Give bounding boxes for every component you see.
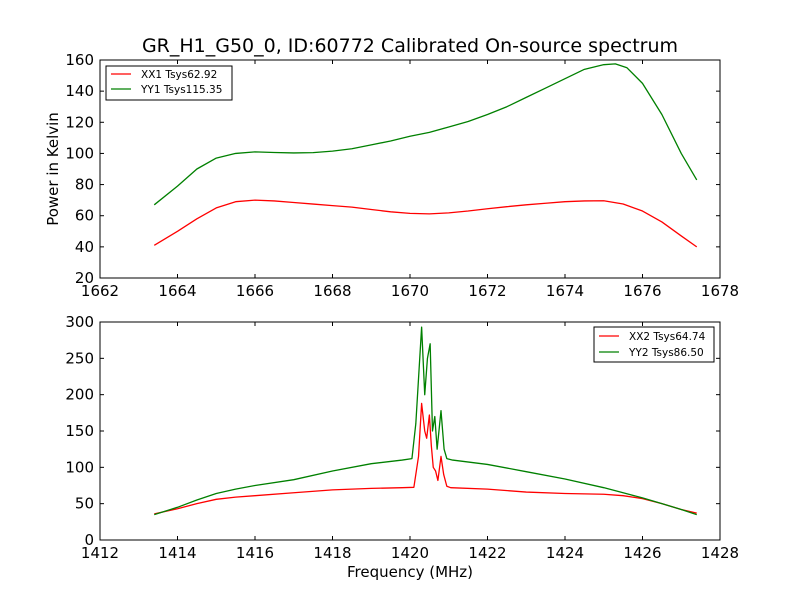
bottom-series-line-xx <box>154 402 697 515</box>
top-y-tick-label: 160 <box>65 51 94 69</box>
top-legend-label-xx1: XX1 Tsys62.92 <box>141 69 217 81</box>
top-y-tick-label: 100 <box>65 144 94 162</box>
bottom-legend: XX2 Tsys64.74 YY2 Tsys86.50 <box>593 326 715 363</box>
bottom-legend-box <box>593 326 715 363</box>
bottom-y-tick-label: 250 <box>65 349 94 367</box>
top-x-tick-label: 1666 <box>236 282 274 300</box>
figure-title: GR_H1_G50_0, ID:60772 Calibrated On-sour… <box>142 35 678 57</box>
bottom-x-tick-label: 1418 <box>313 544 351 562</box>
top-x-tick-label: 1678 <box>701 282 739 300</box>
bottom-y-tick-label: 0 <box>84 531 94 549</box>
top-x-tick-label: 1676 <box>623 282 661 300</box>
bottom-y-tick-label: 300 <box>65 313 94 331</box>
top-x-tick-label: 1674 <box>546 282 584 300</box>
bottom-x-tick-label: 1422 <box>468 544 506 562</box>
bottom-x-ticks: 1412 1414 1416 1418 1420 1422 1424 1426 1428 <box>81 322 739 562</box>
top-x-tick-label: 1668 <box>313 282 351 300</box>
top-y-ticks: 20 40 60 80 100 120 140 160 <box>65 51 720 287</box>
bottom-y-tick-label: 100 <box>65 458 94 476</box>
top-legend: XX1 Tsys62.92 YY1 Tsys115.35 <box>105 65 233 101</box>
top-series-group <box>153 63 698 248</box>
bottom-x-tick-label: 1412 <box>81 544 119 562</box>
top-series-line-yy <box>153 63 698 206</box>
top-panel: 1662 1664 1666 1668 1670 1672 1674 1676 1678 20 4… <box>44 51 739 300</box>
top-y-tick-label: 120 <box>65 113 94 131</box>
bottom-x-tick-label: 1426 <box>623 544 661 562</box>
bottom-series-line-yy <box>154 326 697 516</box>
bottom-x-tick-label: 1428 <box>701 544 739 562</box>
top-legend-box <box>105 65 233 101</box>
top-legend-label-yy1: YY1 Tsys115.35 <box>140 84 222 96</box>
bottom-legend-label-xx2: XX2 Tsys64.74 <box>629 331 706 343</box>
top-x-ticks: 1662 1664 1666 1668 1670 1672 1674 1676 1678 <box>81 60 739 300</box>
bottom-x-tick-label: 1420 <box>391 544 429 562</box>
top-x-tick-label: 1662 <box>81 282 119 300</box>
top-series-line-xx <box>153 199 698 248</box>
bottom-y-tick-label: 200 <box>65 386 94 404</box>
bottom-series-group <box>154 326 697 516</box>
bottom-x-tick-label: 1424 <box>546 544 584 562</box>
top-x-tick-label: 1670 <box>391 282 429 300</box>
top-y-tick-label: 60 <box>75 207 94 225</box>
bottom-y-tick-label: 50 <box>75 495 94 513</box>
bottom-x-tick-label: 1416 <box>236 544 274 562</box>
bottom-legend-label-yy2: YY2 Tsys86.50 <box>628 347 704 359</box>
top-y-axis-label: Power in Kelvin <box>44 112 62 226</box>
bottom-y-ticks: 0 50 100 150 200 250 300 <box>65 313 720 549</box>
top-x-tick-label: 1672 <box>468 282 506 300</box>
top-x-tick-label: 1664 <box>158 282 196 300</box>
top-y-tick-label: 80 <box>75 176 94 194</box>
top-y-tick-label: 20 <box>75 269 94 287</box>
bottom-x-axis-label: Frequency (MHz) <box>347 563 473 581</box>
bottom-x-tick-label: 1414 <box>158 544 196 562</box>
top-y-tick-label: 140 <box>65 82 94 100</box>
bottom-panel: 1412 1414 1416 1418 1420 1422 1424 1426 1428 0 50… <box>65 313 739 581</box>
bottom-y-tick-label: 150 <box>65 422 94 440</box>
top-y-tick-label: 40 <box>75 238 94 256</box>
